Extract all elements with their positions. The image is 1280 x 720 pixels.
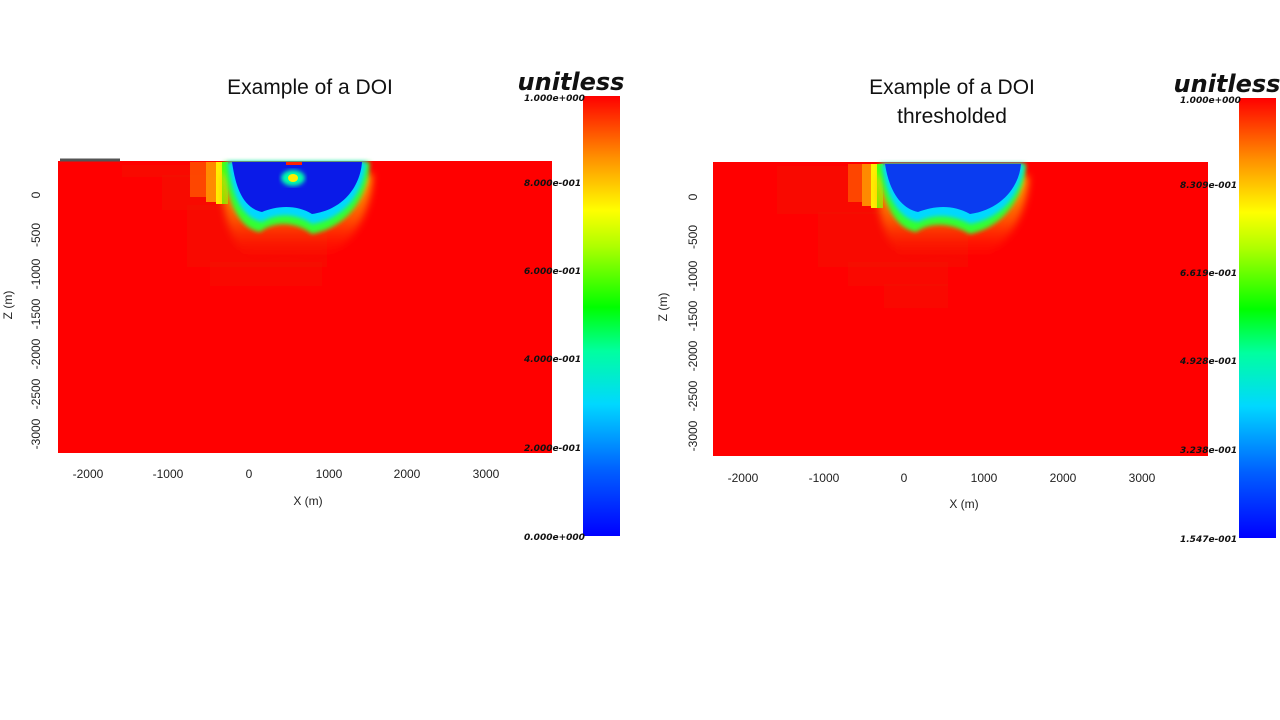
- left-anomaly-core: [232, 162, 362, 214]
- right-colorbar-label: 6.619e-001: [1180, 269, 1237, 279]
- right-colorbar: unitless 1.000e+000 8.309e-001 6.619e-00…: [1174, 70, 1280, 545]
- left-colorbar-label: 2.000e-001: [524, 444, 581, 454]
- left-x-tick: -2000: [73, 467, 104, 481]
- right-anomaly-core: [885, 164, 1021, 214]
- left-strip: [206, 162, 216, 202]
- right-block: [884, 284, 948, 308]
- left-y-tick: -3000: [29, 418, 43, 449]
- left-y-tick: 0: [29, 191, 43, 198]
- right-strip: [871, 164, 877, 208]
- right-x-tick: 1000: [971, 471, 998, 485]
- right-block: [848, 262, 948, 286]
- left-y-label: Z (m): [1, 291, 15, 320]
- right-colorbar-label: 3.238e-001: [1180, 446, 1237, 456]
- right-strip: [848, 164, 862, 202]
- right-doi-chart: 0 -500 -1000 -1500 -2000 -2500 -3000 Z (…: [656, 70, 1280, 545]
- left-colorbar-label: 1.000e+000: [524, 94, 585, 104]
- left-y-tick: -1000: [29, 258, 43, 289]
- left-colorbar-label: 8.000e-001: [524, 179, 581, 189]
- left-colorbar-gradient: [583, 96, 620, 536]
- left-y-tick: -2000: [29, 338, 43, 369]
- left-heatmap: [58, 158, 552, 453]
- right-title-line-2: thresholded: [897, 105, 1007, 128]
- left-y-tick: -1500: [29, 298, 43, 329]
- right-y-tick: -3000: [686, 420, 700, 451]
- left-colorbar-label: 6.000e-001: [524, 267, 581, 277]
- left-x-tick: 1000: [316, 467, 343, 481]
- left-anomaly-top-mark: [286, 162, 302, 165]
- right-panel-title: Example of a DOI thresholded: [835, 73, 1069, 131]
- right-x-label: X (m): [949, 497, 978, 511]
- right-x-tick: -1000: [809, 471, 840, 485]
- left-strip: [190, 162, 206, 197]
- left-x-label: X (m): [293, 494, 322, 508]
- left-anomaly-spot-core: [288, 174, 298, 182]
- right-x-tick: 3000: [1129, 471, 1156, 485]
- left-x-axis: -2000 -1000 0 1000 2000 3000 X (m): [73, 467, 500, 508]
- right-x-tick: 0: [901, 471, 908, 485]
- right-y-tick: -1000: [686, 260, 700, 291]
- right-y-label: Z (m): [656, 293, 670, 322]
- left-y-tick: -500: [29, 223, 43, 247]
- right-y-tick: 0: [686, 193, 700, 200]
- right-y-tick: -1500: [686, 300, 700, 331]
- right-x-tick: 2000: [1050, 471, 1077, 485]
- left-strip: [216, 162, 222, 204]
- right-y-tick: -500: [686, 225, 700, 249]
- left-x-tick: 2000: [394, 467, 421, 481]
- left-colorbar-label: 4.000e-001: [523, 355, 581, 365]
- left-block: [210, 262, 322, 286]
- right-heatmap: [713, 162, 1208, 456]
- left-colorbar-title: unitless: [518, 68, 625, 96]
- right-title-line-1: Example of a DOI: [869, 76, 1035, 99]
- right-y-axis: 0 -500 -1000 -1500 -2000 -2500 -3000 Z (…: [656, 193, 700, 451]
- right-colorbar-label: 4.928e-001: [1179, 357, 1237, 367]
- left-x-tick: 0: [246, 467, 253, 481]
- left-y-axis: 0 -500 -1000 -1500 -2000 -2500 -3000 Z (…: [1, 191, 43, 449]
- right-strip: [862, 164, 871, 206]
- left-y-tick: -2500: [29, 378, 43, 409]
- left-colorbar: unitless 1.000e+000 8.000e-001 6.000e-00…: [518, 68, 625, 543]
- right-colorbar-title: unitless: [1174, 70, 1280, 98]
- right-y-tick: -2000: [686, 340, 700, 371]
- right-colorbar-label: 1.000e+000: [1180, 96, 1241, 106]
- right-colorbar-label: 8.309e-001: [1180, 181, 1237, 191]
- left-panel-title: Example of a DOI: [227, 76, 393, 99]
- right-x-tick: -2000: [728, 471, 759, 485]
- right-colorbar-gradient: [1239, 98, 1276, 538]
- left-x-tick: 3000: [473, 467, 500, 481]
- right-x-axis: -2000 -1000 0 1000 2000 3000 X (m): [728, 471, 1156, 511]
- left-doi-chart: 0 -500 -1000 -1500 -2000 -2500 -3000 Z (…: [1, 68, 624, 543]
- left-colorbar-label: 0.000e+000: [524, 533, 585, 543]
- right-colorbar-label: 1.547e-001: [1180, 535, 1237, 545]
- left-x-tick: -1000: [153, 467, 184, 481]
- right-y-tick: -2500: [686, 380, 700, 411]
